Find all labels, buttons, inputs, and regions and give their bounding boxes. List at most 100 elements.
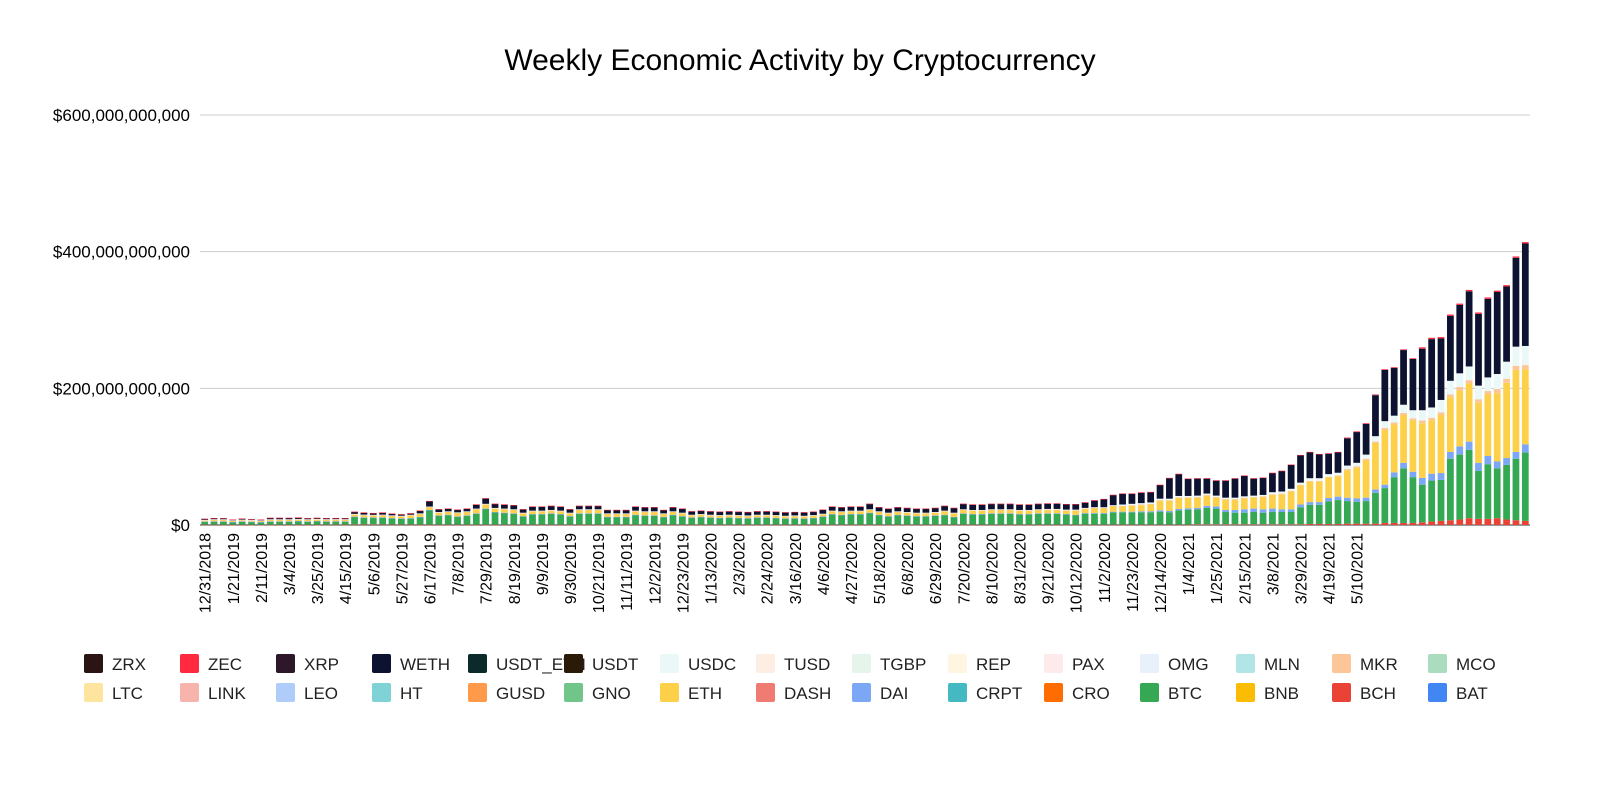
bar-segment-eth (1194, 497, 1201, 508)
bar-segment-mkr (1072, 510, 1080, 511)
bar-segment-usdc (772, 515, 780, 516)
bar-segment-eth (716, 515, 724, 518)
bar-segment-zec (435, 509, 443, 510)
legend-label: USDC (688, 655, 736, 674)
bar-segment-dai (1147, 511, 1155, 513)
bar-segment-bch (1072, 524, 1080, 526)
bar-segment-bch (1521, 520, 1529, 525)
bar-segment-usdc (248, 520, 255, 521)
bar-segment-mkr (1325, 476, 1332, 478)
bar-segment-mkr (1465, 380, 1473, 384)
bar-segment-zec (1428, 337, 1436, 340)
bar-segment-dai (997, 513, 1005, 514)
bar-segment-mkr (978, 510, 986, 511)
bar-segment-bch (1203, 524, 1211, 525)
bar-segment-bch (1166, 524, 1173, 526)
bar-segment-mkr (519, 513, 527, 514)
legend-label: LTC (112, 684, 143, 703)
bar-segment-mkr (1381, 427, 1389, 431)
bar-segment-dai (744, 518, 752, 519)
bar-segment-eth (885, 513, 892, 517)
bar-segment-zec (1044, 503, 1052, 504)
bar-segment-zec (1278, 470, 1286, 472)
bar-segment-zec (575, 505, 583, 507)
bar-segment-bch (753, 524, 761, 526)
bar-segment-mkr (566, 513, 574, 514)
bar-segment-bch (220, 524, 227, 526)
bar-segment-btc (1166, 512, 1173, 525)
legend-label: BNB (1264, 684, 1299, 703)
bar-segment-bch (1503, 519, 1510, 525)
bar-segment-bch (1194, 524, 1201, 525)
legend-item: GUSD (468, 683, 545, 703)
bar-segment-mkr (1306, 480, 1314, 482)
legend-swatch (1332, 683, 1351, 702)
bar-segment-eth (782, 516, 789, 519)
bar-segment-weth (557, 506, 564, 511)
bar-segment-btc (407, 518, 415, 525)
bar-segment-weth (594, 505, 602, 510)
bar-segment-usdc (238, 519, 246, 521)
legend-swatch (1236, 683, 1255, 702)
bar-segment-bch (1306, 523, 1314, 525)
legend-item: GNO (564, 683, 631, 703)
bar-segment-btc (454, 516, 461, 525)
bar-segment-btc (1400, 468, 1407, 523)
bar-segment-dai (1044, 513, 1052, 514)
bar-segment-weth (266, 517, 274, 520)
bar-segment-eth (819, 514, 827, 517)
bar-segment-zec (1166, 477, 1173, 479)
bar-segment-btc (978, 514, 986, 525)
bar-segment-weth (1231, 478, 1239, 498)
x-tick-label: 9/21/2020 (1041, 533, 1058, 604)
bar-segment-mkr (1100, 507, 1108, 509)
bar-segment-dai (482, 508, 490, 510)
bar-segment-mkr (491, 508, 499, 509)
bar-segment-usdc (557, 510, 564, 512)
bar-segment-usdc (341, 519, 349, 520)
bar-segment-weth (1447, 315, 1454, 381)
bar-segment-dai (604, 516, 611, 518)
bar-segment-zec (1006, 503, 1014, 505)
bar-segment-bch (922, 524, 930, 526)
bar-segment-bch (735, 524, 742, 526)
bar-segment-mkr (313, 519, 321, 520)
legend-label: GUSD (496, 684, 545, 703)
bar-segment-dai (1175, 508, 1183, 511)
bar-segment-btc (1119, 512, 1126, 525)
legend-label: BTC (1168, 684, 1202, 703)
bar-segment-weth (1212, 480, 1220, 496)
bar-segment-zec (1240, 475, 1248, 477)
bar-segment-weth (1297, 455, 1304, 483)
bar-segment-zec (969, 504, 977, 505)
bar-segment-zec (1512, 256, 1520, 258)
bar-segment-dai (1034, 513, 1042, 514)
bar-segment-dai (828, 514, 836, 515)
bar-segment-mkr (913, 513, 920, 514)
bar-segment-mkr (444, 511, 452, 513)
bar-segment-weth (847, 506, 855, 511)
bar-segment-eth (276, 519, 283, 522)
bar-segment-btc (678, 516, 686, 525)
bar-segment-usdc (1250, 495, 1258, 497)
bar-segment-mkr (997, 509, 1005, 511)
legend-item: ZRX (84, 654, 146, 674)
bar-segment-dai (800, 518, 808, 520)
bar-segment-usdc (1297, 482, 1304, 485)
bar-segment-mkr (547, 510, 555, 511)
bar-segment-btc (913, 516, 920, 525)
bar-segment-mkr (248, 520, 255, 521)
bar-segment-zec (707, 511, 714, 512)
bar-segment-weth (688, 511, 696, 515)
bar-segment-btc (1091, 513, 1098, 525)
x-tick-label: 6/8/2020 (900, 533, 917, 595)
bar-segment-zec (660, 509, 667, 511)
bar-segment-zec (238, 518, 246, 520)
legend-label: OMG (1168, 655, 1209, 674)
bar-segment-eth (332, 519, 340, 522)
bar-segment-weth (285, 517, 293, 520)
bar-segment-zec (454, 509, 461, 511)
bar-segment-eth (257, 521, 265, 523)
bar-segment-dai (903, 515, 911, 517)
bar-segment-mkr (875, 511, 883, 513)
